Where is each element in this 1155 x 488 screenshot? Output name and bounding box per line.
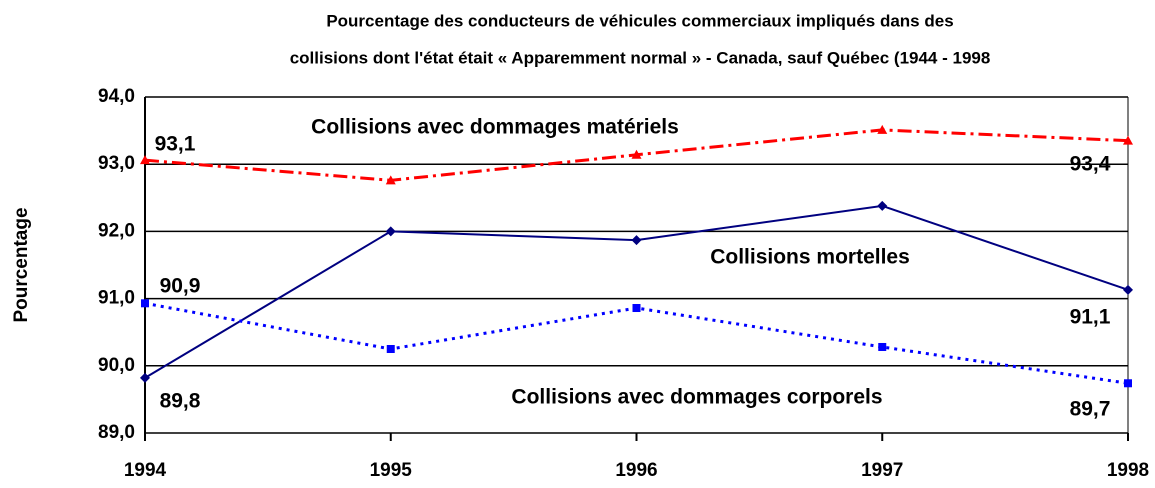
data-label: 93,1 (155, 133, 196, 156)
chart-title: collisions dont l'état était « Apparemme… (290, 48, 991, 67)
point (631, 235, 642, 246)
point (386, 345, 395, 353)
x-tick-label: 1994 (124, 460, 167, 481)
y-tick-label: 89,0 (98, 422, 135, 443)
data-label: 90,9 (160, 275, 201, 298)
series-label: Collisions avec dommages matériels (311, 116, 679, 139)
point (385, 226, 396, 237)
point (385, 175, 396, 185)
series-label: Collisions mortelles (710, 246, 910, 269)
point (140, 372, 150, 383)
y-tick-label: 93,0 (98, 153, 135, 174)
point (632, 304, 641, 313)
point (877, 200, 888, 211)
y-tick-label: 91,0 (98, 288, 135, 309)
data-label: 89,7 (1070, 398, 1111, 421)
point (631, 149, 642, 159)
data-label: 93,4 (1070, 153, 1111, 176)
x-tick-label: 1996 (615, 460, 657, 481)
y-tick-label: 94,0 (98, 86, 135, 107)
data-label: 89,8 (160, 390, 201, 413)
chart-title: Pourcentage des conducteurs de véhicules… (326, 11, 953, 30)
point (140, 155, 150, 165)
series-label: Collisions avec dommages corporels (511, 386, 882, 409)
x-tick-label: 1995 (370, 460, 413, 481)
x-tick-label: 1998 (1107, 460, 1149, 481)
point (1123, 284, 1133, 295)
point (141, 299, 149, 308)
y-axis-label: Pourcentage (11, 207, 32, 322)
point (877, 124, 888, 134)
y-tick-label: 90,0 (98, 355, 135, 376)
point (878, 342, 887, 351)
y-tick-label: 92,0 (98, 220, 135, 241)
line (144, 301, 1129, 385)
point (1123, 135, 1133, 145)
x-tick-label: 1997 (861, 460, 903, 481)
data-label: 91,1 (1070, 306, 1111, 329)
point (1124, 379, 1132, 388)
